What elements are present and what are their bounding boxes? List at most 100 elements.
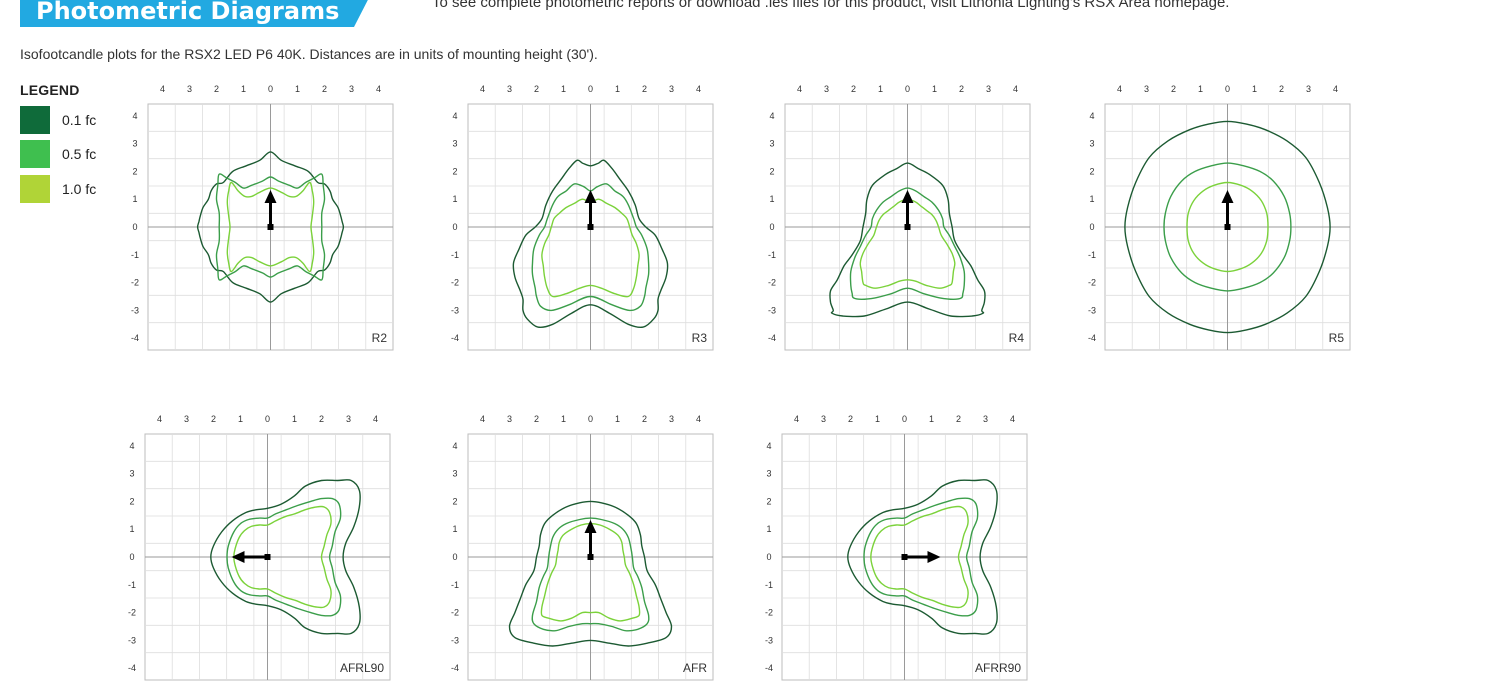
y-tick-label: -3 [451,635,459,645]
x-tick-label: 0 [588,414,593,424]
y-tick-label: -4 [131,333,139,343]
contour-0.1fc [508,500,673,647]
y-tick-label: 4 [1089,111,1094,121]
y-tick-label: -2 [128,608,136,618]
x-tick-label: 1 [615,414,620,424]
x-tick-label: 4 [480,414,485,424]
x-tick-label: 4 [794,414,799,424]
y-tick-label: 0 [766,552,771,562]
contour-0.5fc [1163,162,1292,292]
orientation-arrow-icon [264,190,277,230]
y-tick-label: -3 [765,635,773,645]
plot-label: R5 [1329,331,1345,345]
contour-1.0fc [859,198,956,289]
y-tick-label: 0 [452,552,457,562]
y-tick-label: -3 [128,635,136,645]
contour-1.0fc [541,198,640,298]
y-tick-label: 0 [769,222,774,232]
x-tick-label: 3 [986,84,991,94]
x-tick-label: 3 [1306,84,1311,94]
y-tick-label: -3 [1088,305,1096,315]
contour-0.5fc [531,517,650,632]
x-tick-label: 0 [588,84,593,94]
contour-1.0fc [233,505,332,609]
contour-0.1fc [512,159,669,329]
y-tick-label: 4 [769,111,774,121]
x-tick-label: 4 [1333,84,1338,94]
x-tick-label: 4 [480,84,485,94]
x-tick-label: 0 [902,414,907,424]
x-tick-label: 1 [878,84,883,94]
y-tick-label: 3 [129,469,134,479]
section-title: Photometric Diagrams [36,0,340,25]
legend-swatch [20,106,50,134]
y-tick-label: 1 [1089,194,1094,204]
contour-1.0fc [870,505,969,609]
plot-R5: 4 3 2 1 0 1 2 3 4 4 3 2 1 0 -1 -2 -3 -4 R5 [1088,84,1351,351]
contour-1.0fc [540,522,641,622]
y-tick-label: -4 [451,333,459,343]
y-tick-label: 1 [766,524,771,534]
x-tick-label: 2 [214,84,219,94]
y-tick-label: 3 [769,139,774,149]
x-tick-label: 3 [1144,84,1149,94]
y-tick-label: 3 [1089,139,1094,149]
y-tick-label: -2 [131,278,139,288]
y-tick-label: 0 [452,222,457,232]
y-tick-label: -4 [451,663,459,673]
x-tick-label: 3 [349,84,354,94]
plot-R3: 4 3 2 1 0 1 2 3 4 4 3 2 1 0 -1 -2 -3 -4 R3 [451,84,714,351]
orientation-arrow-icon [901,190,914,230]
x-tick-label: 2 [642,414,647,424]
contour-0.5fc [531,183,650,312]
x-tick-label: 3 [184,414,189,424]
x-tick-label: 2 [642,84,647,94]
legend-label: 0.5 fc [62,146,97,162]
x-tick-label: 1 [615,84,620,94]
x-tick-label: 1 [1252,84,1257,94]
x-tick-label: 1 [561,414,566,424]
x-tick-label: 4 [157,414,162,424]
y-tick-label: 1 [769,194,774,204]
x-tick-label: 4 [797,84,802,94]
legend-title: LEGEND [20,82,80,98]
x-tick-label: 1 [561,84,566,94]
y-tick-label: 2 [129,496,134,506]
plot-label: AFR [683,661,707,675]
contour-0.1fc [210,479,361,635]
x-tick-label: 2 [322,84,327,94]
x-tick-label: 2 [319,414,324,424]
y-tick-label: -1 [128,580,136,590]
x-tick-label: 3 [507,414,512,424]
x-tick-label: 4 [1013,84,1018,94]
intro-text: Isofootcandle plots for the RSX2 LED P6 … [20,46,598,62]
x-tick-label: 2 [1171,84,1176,94]
section-banner: Photometric Diagrams [20,0,374,27]
x-tick-label: 4 [696,84,701,94]
y-tick-label: -3 [451,305,459,315]
x-tick-label: 4 [376,84,381,94]
plot-label: R4 [1009,331,1025,345]
x-tick-label: 2 [211,414,216,424]
orientation-arrow-icon [231,551,271,563]
y-tick-label: -2 [768,278,776,288]
y-tick-label: 2 [769,166,774,176]
y-tick-label: 4 [766,441,771,451]
x-tick-label: 0 [268,84,273,94]
y-tick-label: -4 [768,333,776,343]
contour-0.5fc [863,497,979,617]
y-tick-label: 2 [1089,166,1094,176]
orientation-arrow-icon [584,520,597,560]
contour-0.5fc [226,497,342,617]
contour-0.1fc [196,151,345,303]
x-tick-label: 2 [956,414,961,424]
y-tick-label: 4 [132,111,137,121]
contour-0.1fc [847,479,998,635]
y-tick-label: -4 [1088,333,1096,343]
y-tick-label: -2 [451,608,459,618]
x-tick-label: 3 [346,414,351,424]
y-tick-label: 3 [132,139,137,149]
x-tick-label: 1 [295,84,300,94]
x-tick-label: 3 [824,84,829,94]
legend-item-0.1fc: 0.1 fc [20,106,130,134]
